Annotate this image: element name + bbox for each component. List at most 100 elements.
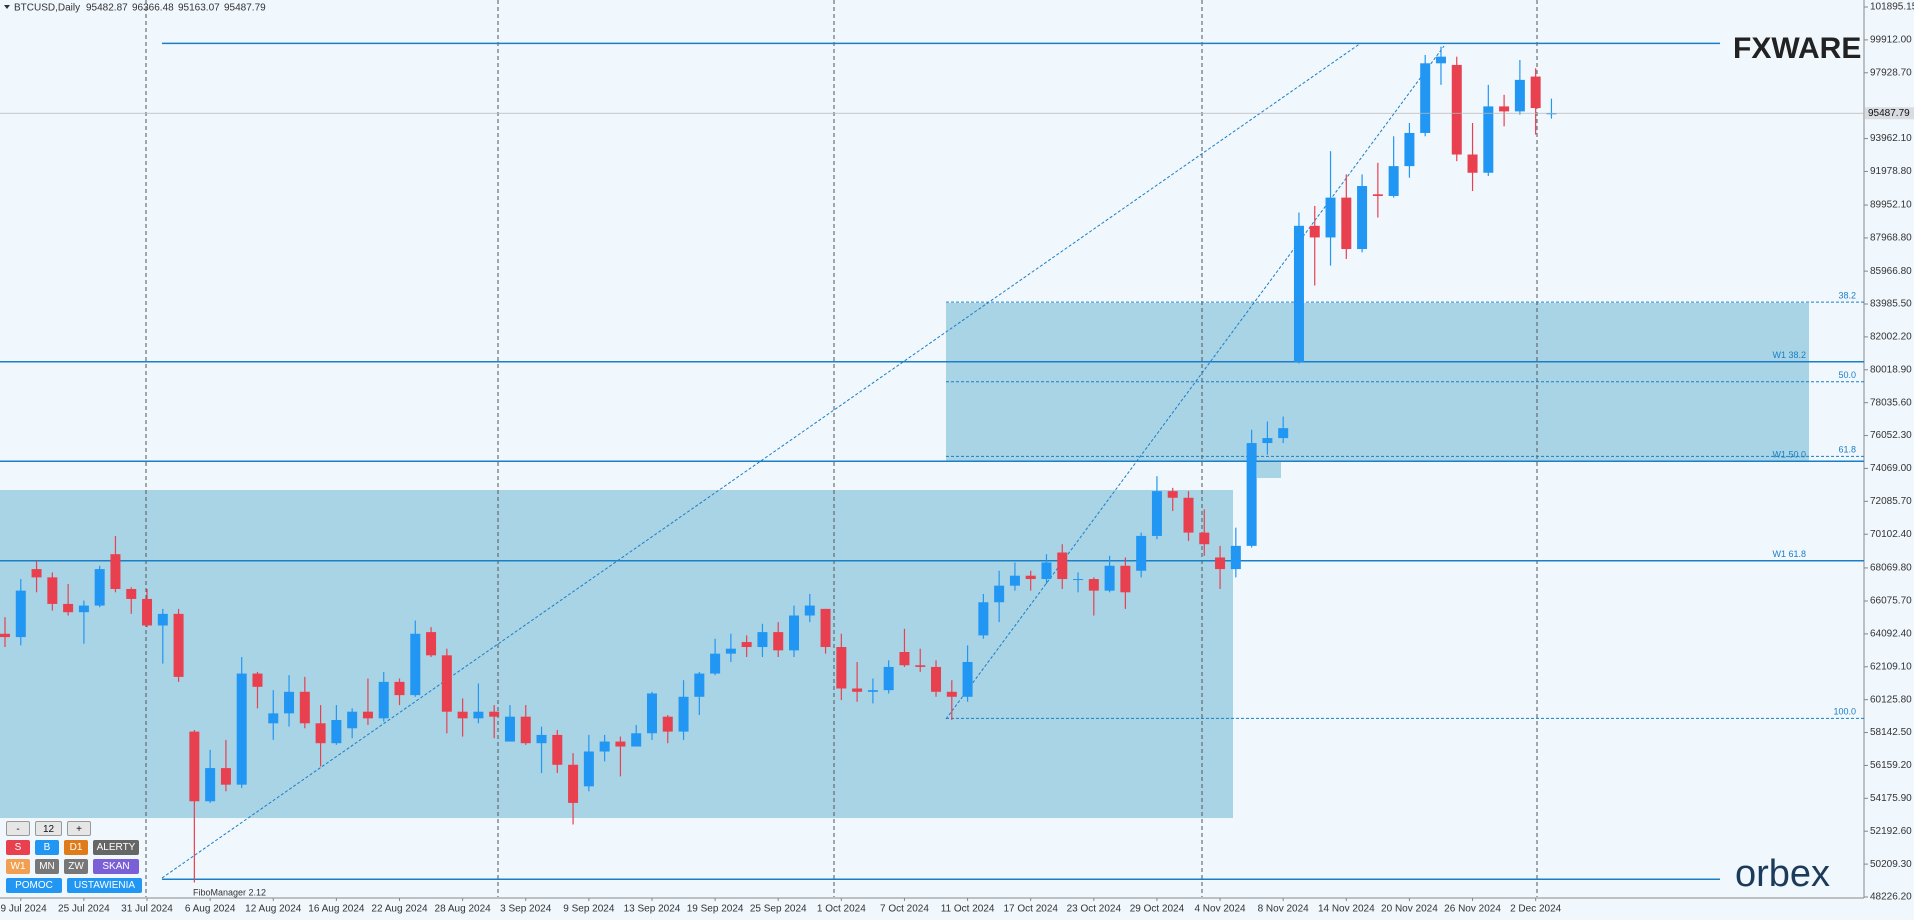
- candle-body: [173, 613, 184, 677]
- panel-button[interactable]: B: [35, 840, 59, 855]
- candle-body: [789, 615, 799, 651]
- y-tick-label: 50209.30: [1870, 859, 1912, 870]
- header-close: 95487.79: [224, 3, 266, 14]
- candle-body: [284, 691, 295, 714]
- current-price-label: 95487.79: [1868, 108, 1910, 119]
- candle-body: [441, 655, 452, 712]
- y-tick-label: 58142.50: [1870, 727, 1912, 738]
- y-tick-label: 66075.70: [1870, 596, 1912, 607]
- candle-body: [1530, 76, 1541, 109]
- candle-body: [315, 723, 326, 744]
- y-tick-label: 64092.40: [1870, 629, 1912, 640]
- y-tick-label: 89952.10: [1870, 200, 1912, 211]
- x-tick-label: 12 Aug 2024: [245, 904, 302, 915]
- x-tick-label: 22 Aug 2024: [371, 904, 428, 915]
- y-tick-label: 60125.80: [1870, 694, 1912, 705]
- candle-body: [457, 711, 468, 719]
- candle-body: [1435, 56, 1446, 64]
- candle-body: [536, 734, 547, 744]
- header-high: 96366.48: [132, 3, 174, 14]
- x-tick-label: 3 Sep 2024: [500, 904, 552, 915]
- panel-button[interactable]: USTAWIENIA: [67, 878, 142, 893]
- candle-body: [1262, 438, 1273, 444]
- panel-button[interactable]: MN: [35, 859, 59, 874]
- candle-body: [15, 590, 26, 638]
- period-separators: [145, 0, 1538, 897]
- x-tick-label: 2 Dec 2024: [1510, 904, 1562, 915]
- w1-level-label: W1 50.0: [1772, 450, 1806, 460]
- panel-button[interactable]: 12: [35, 821, 62, 836]
- header-open: 95482.87: [86, 3, 128, 14]
- panel-button[interactable]: ZW: [64, 859, 88, 874]
- button-row: W1 MN ZW SKAN: [6, 859, 146, 874]
- candle-body: [710, 653, 721, 674]
- x-tick-label: 25 Sep 2024: [750, 904, 807, 915]
- button-row: POMOC USTAWIENIA: [6, 878, 146, 893]
- panel-button[interactable]: SKAN: [93, 859, 139, 874]
- y-tick-label: 83985.50: [1870, 299, 1912, 310]
- fib-level-label: 100.0: [1833, 707, 1856, 717]
- candle-body: [220, 768, 231, 785]
- w1-level-label: W1 38.2: [1772, 350, 1806, 360]
- candle-body: [757, 632, 768, 648]
- x-tick-label: 13 Sep 2024: [624, 904, 681, 915]
- candle-body: [1073, 579, 1084, 581]
- candle-body: [1404, 132, 1415, 167]
- x-tick-label: 23 Oct 2024: [1067, 904, 1122, 915]
- x-tick-label: 7 Oct 2024: [880, 904, 929, 915]
- x-tick-label: 8 Nov 2024: [1258, 904, 1310, 915]
- button-row: -12 +: [6, 821, 146, 836]
- candle-body: [331, 719, 342, 744]
- candle-body: [599, 741, 610, 752]
- panel-button[interactable]: -: [6, 821, 30, 836]
- panel-button[interactable]: ALERTY: [93, 840, 139, 855]
- x-tick-label: 4 Nov 2024: [1194, 904, 1246, 915]
- symbol: BTCUSD,Daily: [14, 3, 80, 14]
- panel-button[interactable]: +: [67, 821, 91, 836]
- candle-body: [47, 577, 58, 604]
- x-tick-label: 29 Oct 2024: [1130, 904, 1185, 915]
- trendline: [945, 45, 1445, 720]
- candle-body: [741, 642, 752, 648]
- candle-body: [1420, 63, 1431, 133]
- panel-button[interactable]: D1: [64, 840, 88, 855]
- y-tick-label: 82002.20: [1870, 332, 1912, 343]
- x-tick-label: 11 Oct 2024: [941, 904, 995, 915]
- candle-body: [1009, 575, 1020, 586]
- x-tick-label: 26 Nov 2024: [1444, 904, 1501, 915]
- candle-body: [1199, 532, 1210, 545]
- candle-body: [994, 585, 1005, 603]
- candle-body: [1167, 491, 1178, 498]
- y-tick-label: 87968.80: [1870, 233, 1912, 244]
- candle-body: [1341, 197, 1352, 250]
- button-row: S B D1 ALERTY: [6, 840, 146, 855]
- candle-body: [883, 666, 894, 691]
- candle-body: [394, 681, 405, 696]
- candle-body: [473, 711, 484, 719]
- panel-button[interactable]: POMOC: [6, 878, 62, 893]
- candle-body: [694, 673, 705, 697]
- candle-body: [978, 602, 989, 636]
- y-tick-label: 74069.00: [1870, 463, 1912, 474]
- fib-level-label: 61.8: [1838, 445, 1856, 455]
- x-tick-label: 16 Aug 2024: [308, 904, 365, 915]
- header-low: 95163.07: [178, 3, 220, 14]
- panel-button[interactable]: S: [6, 840, 30, 855]
- panel-button[interactable]: W1: [6, 859, 30, 874]
- candle-body: [1057, 552, 1068, 580]
- logo-fxware: FXWARE: [1733, 32, 1861, 65]
- candle-body: [1483, 106, 1494, 173]
- candle-body: [1230, 545, 1241, 570]
- candle-body: [1183, 497, 1194, 533]
- candle-body: [504, 716, 515, 742]
- candle-body: [1309, 225, 1320, 238]
- candle-body: [852, 688, 863, 692]
- candle-body: [189, 731, 200, 802]
- candle-body: [773, 632, 784, 651]
- candle-body: [110, 554, 121, 589]
- candle-body: [1293, 225, 1304, 362]
- x-tick-label: 25 Jul 2024: [58, 904, 110, 915]
- logo-orbex: orbex: [1735, 853, 1830, 895]
- candle-body: [426, 632, 437, 656]
